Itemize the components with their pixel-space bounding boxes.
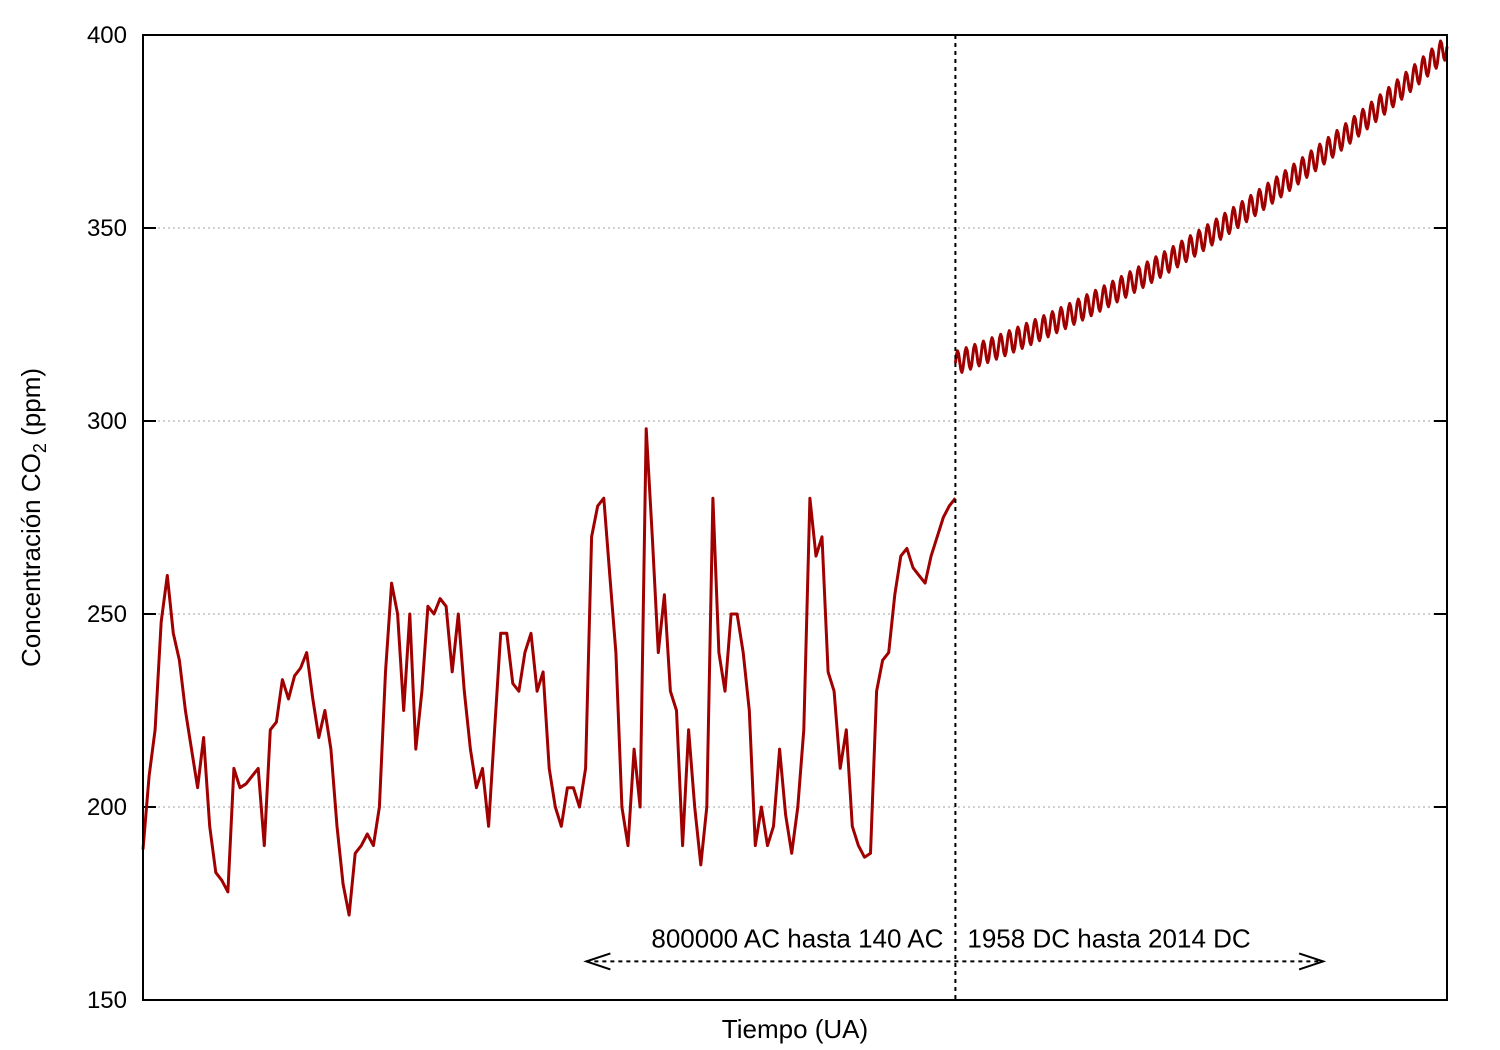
y-tick-label-150: 150 — [87, 987, 127, 1014]
y-tick-label-200: 200 — [87, 794, 127, 821]
y-tick-label-400: 400 — [87, 22, 127, 49]
grid-lines — [143, 227, 1447, 808]
period-arrow — [583, 952, 1327, 971]
data-series — [141, 39, 1449, 917]
arrow-head-left — [583, 952, 611, 971]
y-tick-label-350: 350 — [87, 215, 127, 242]
arrow-head-right — [1298, 952, 1327, 971]
y-tick-label-250: 250 — [87, 601, 127, 628]
y-axis-title-main: Concentración CO — [16, 453, 46, 667]
y-axis-title: Concentración CO2 (ppm) — [16, 368, 50, 667]
right-period-label: 1958 DC hasta 2014 DC — [967, 923, 1250, 953]
y-tick-label-300: 300 — [87, 408, 127, 435]
series-line-segment-1 — [141, 427, 957, 917]
plot-frame — [142, 34, 1448, 1001]
left-period-label: 800000 AC hasta 140 AC — [651, 923, 943, 953]
y-axis-title-suffix: (ppm) — [16, 368, 46, 443]
series-line-segment-2 — [953, 39, 1449, 374]
axis-ticks: 150 200 250 300 350 400 — [87, 22, 1447, 1014]
x-axis-title: Tiempo (UA) — [722, 1014, 868, 1044]
y-axis-title-subscript: 2 — [30, 443, 50, 453]
